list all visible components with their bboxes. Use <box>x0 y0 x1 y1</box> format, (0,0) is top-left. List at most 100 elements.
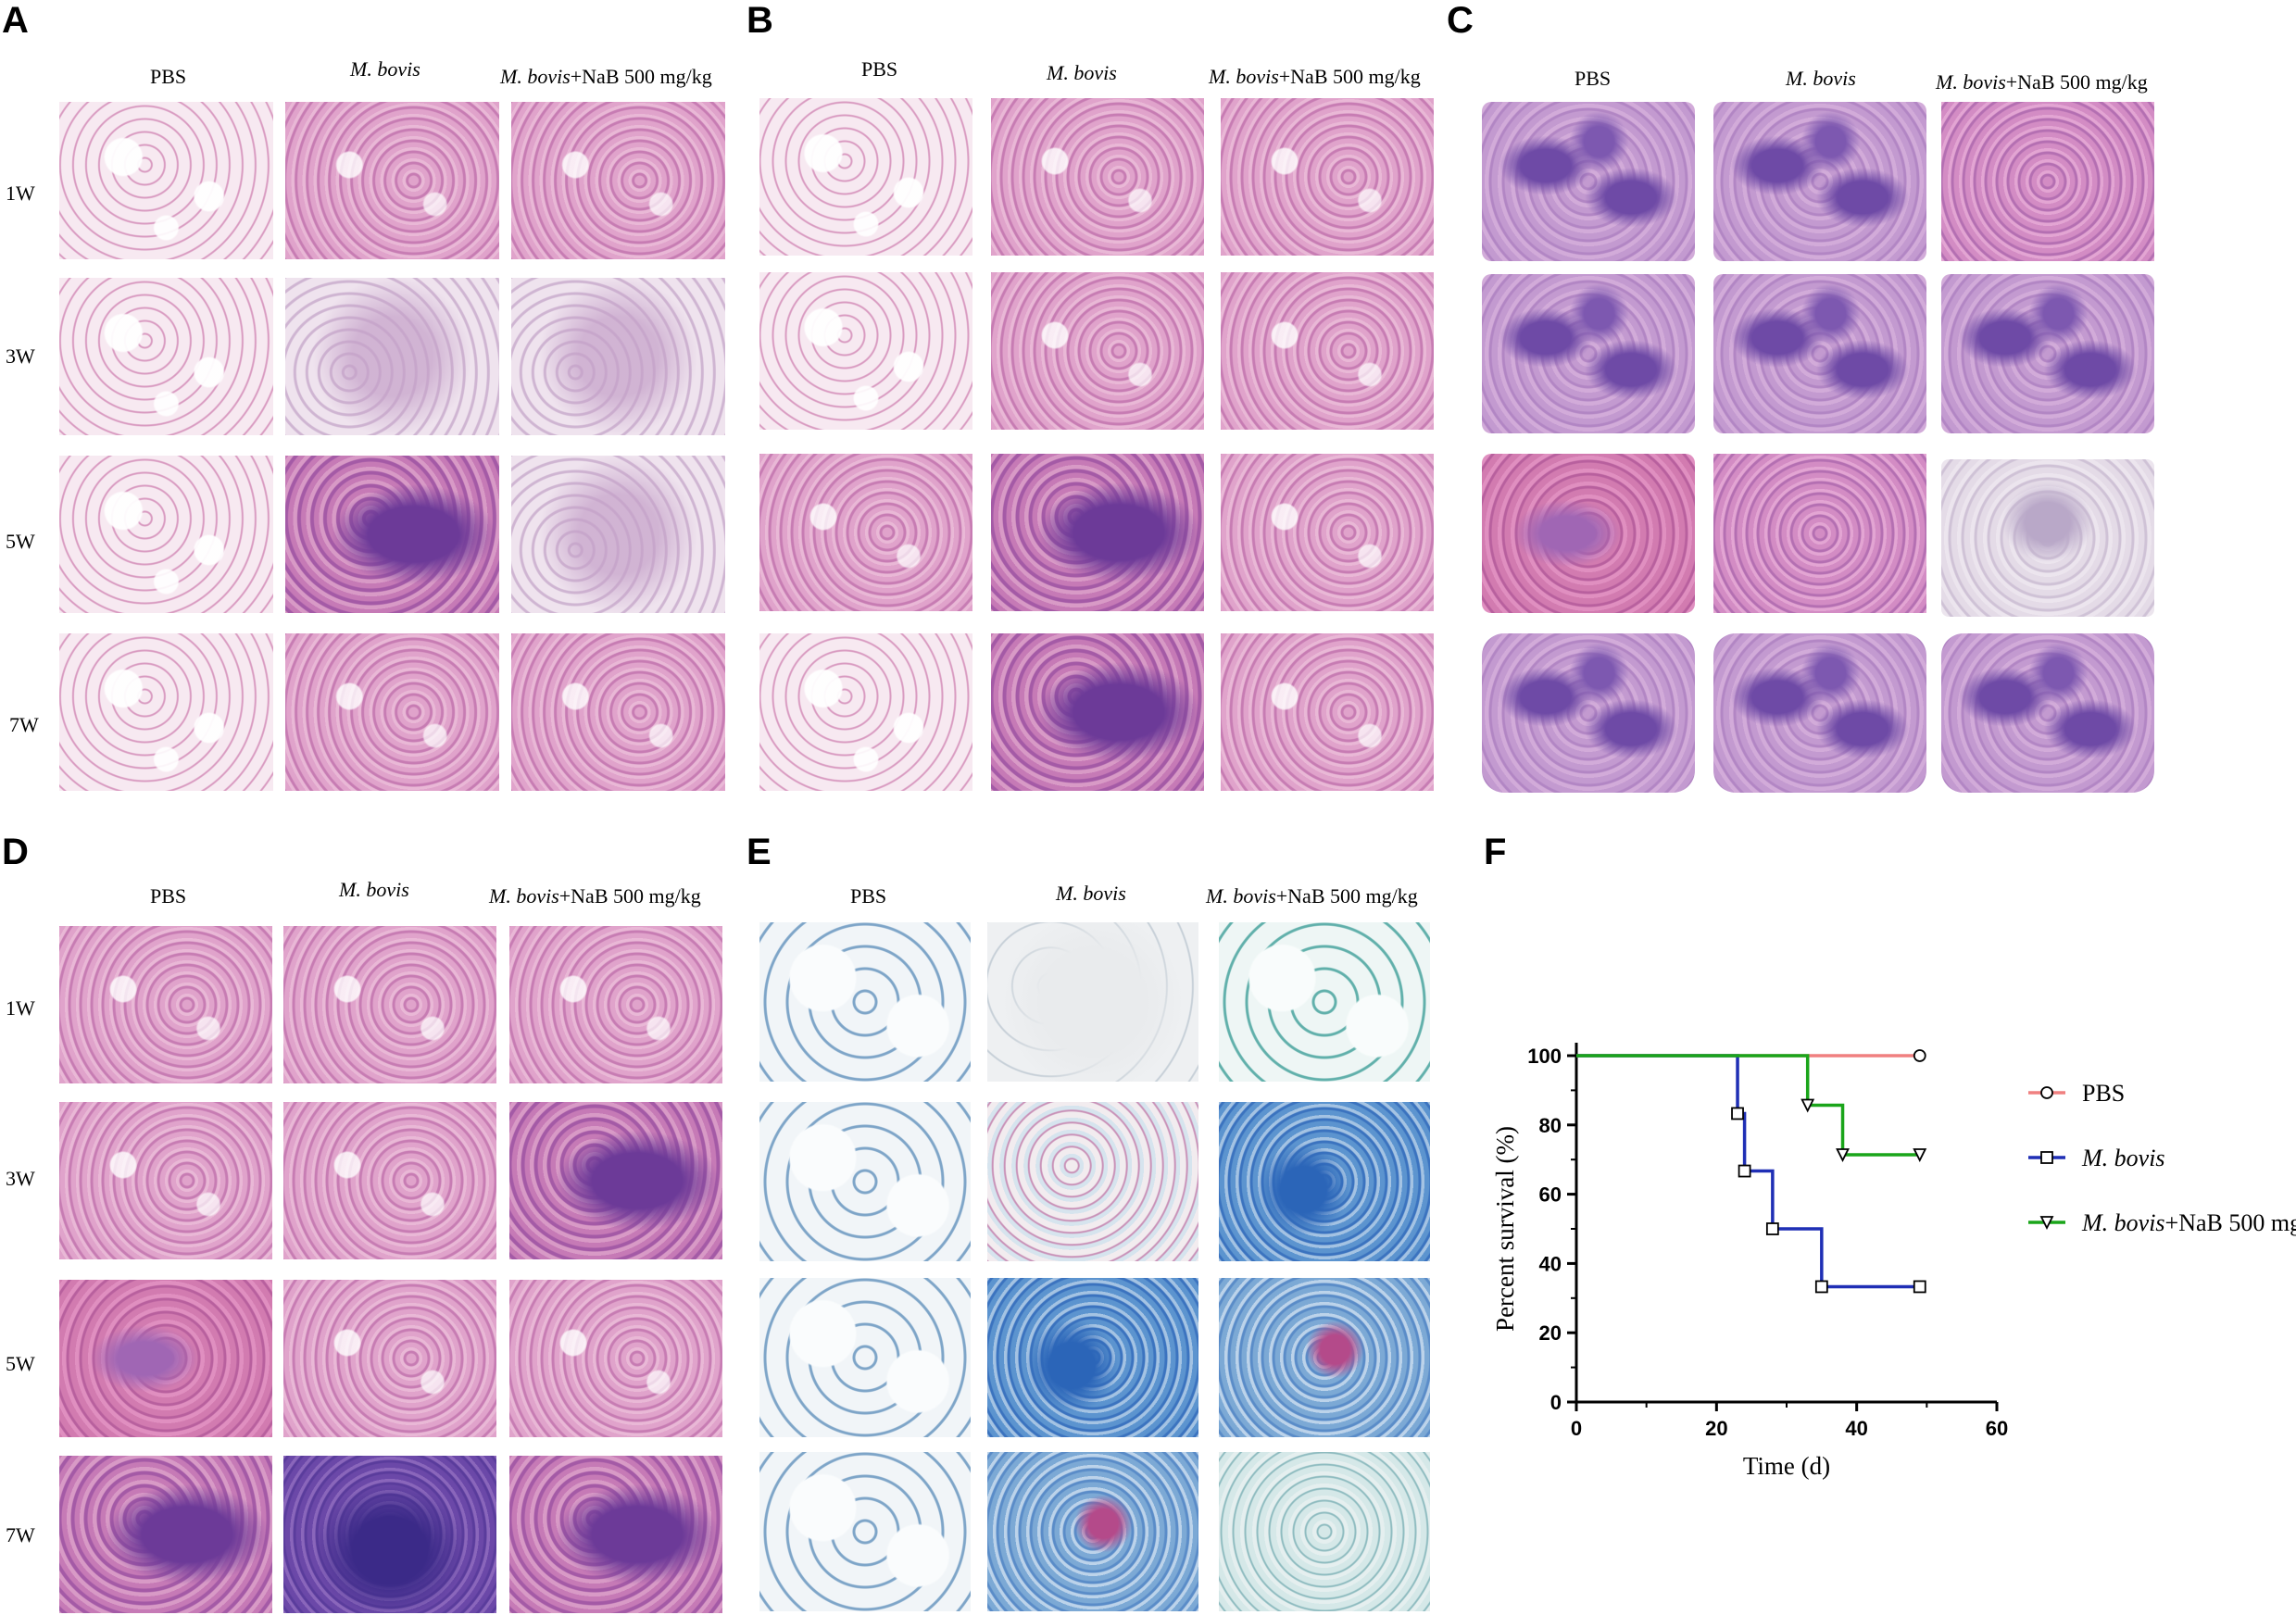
col-label-nab-rest: +NaB 500 mg/kg <box>558 884 701 908</box>
micrograph-b-pbs-7w <box>759 633 972 791</box>
censor-marker <box>1913 1049 1926 1062</box>
micrograph-b-nab-7w <box>1221 633 1434 791</box>
micrograph-d-pbs-1w <box>59 926 272 1083</box>
micrograph-c-mbovis-7w <box>1713 633 1926 793</box>
micrograph-e-mbovis-7w <box>987 1452 1198 1611</box>
col-label-nab-rest: +NaB 500 mg/kg <box>1278 65 1421 88</box>
panel-letter-e: E <box>747 832 772 872</box>
col-label-nab-italic: M. bovis <box>500 65 571 88</box>
micrograph-e-nab-3w <box>1219 1102 1430 1261</box>
col-label-pbs: PBS <box>1575 67 1612 90</box>
y-tick-label: 80 <box>1539 1114 1562 1137</box>
legend-marker-2 <box>2039 1216 2054 1231</box>
survival-chart: 0 20 40 60 80 100 0 20 40 60 PBS M. bovis M. bovis+… <box>1491 1043 2296 1480</box>
micrograph-b-mbovis-3w <box>991 272 1204 430</box>
series-line-1 <box>1576 1054 1920 1289</box>
col-label-nab: M. bovis+NaB 500 mg/kg <box>1936 70 2148 94</box>
col-label-nab-italic: M. bovis <box>1209 65 1279 88</box>
micrograph-b-mbovis-1w <box>991 98 1204 256</box>
micrograph-e-nab-7w <box>1219 1452 1430 1611</box>
row-label-1w: 1W <box>6 996 35 1020</box>
col-label-nab: M. bovis+NaB 500 mg/kg <box>489 884 701 908</box>
col-label-mbovis: M. bovis <box>1786 67 1856 90</box>
col-label-pbs: PBS <box>150 65 187 88</box>
row-label-5w: 5W <box>6 530 35 553</box>
micrograph-a-pbs-3w <box>59 278 273 435</box>
micrograph-e-mbovis-3w <box>987 1102 1198 1261</box>
micrograph-a-nab-1w <box>511 102 725 259</box>
micrograph-b-nab-1w <box>1221 98 1434 256</box>
row-label-1w: 1W <box>6 182 35 205</box>
legend-label-2: M. bovis+NaB 500 mg/kg <box>2081 1209 2296 1236</box>
micrograph-e-pbs-3w <box>759 1102 971 1261</box>
col-label-mbovis: M. bovis <box>339 878 409 901</box>
x-axis-title: Time (d) <box>1743 1452 1830 1480</box>
micrograph-b-pbs-1w <box>759 98 972 256</box>
chart-markers <box>1731 1049 1927 1294</box>
y-tick-label: 100 <box>1527 1045 1562 1068</box>
micrograph-d-nab-1w <box>509 926 722 1083</box>
micrograph-b-mbovis-5w <box>991 454 1204 611</box>
panel-letter-d: D <box>2 832 29 872</box>
col-label-nab-rest: +NaB 500 mg/kg <box>1275 884 1418 908</box>
micrograph-b-nab-3w <box>1221 272 1434 430</box>
chart-legend: PBS M. bovis M. bovis+NaB 500 mg/kg <box>2028 1080 2296 1236</box>
panel-letter-f: F <box>1484 832 1507 872</box>
micrograph-e-pbs-7w <box>759 1452 971 1611</box>
y-tick-label: 40 <box>1539 1252 1562 1275</box>
micrograph-e-nab-5w <box>1219 1278 1430 1437</box>
col-label-nab: M. bovis+NaB 500 mg/kg <box>500 65 712 89</box>
micrograph-c-nab-5w <box>1941 459 2154 617</box>
y-axis-title: Percent survival (%) <box>1491 1126 1519 1332</box>
col-label-mbovis: M. bovis <box>350 57 420 81</box>
micrograph-b-pbs-5w <box>759 454 972 611</box>
row-label-3w: 3W <box>6 344 35 368</box>
micrograph-a-mbovis-7w <box>285 633 499 791</box>
micrograph-d-pbs-3w <box>59 1102 272 1259</box>
series-line-2 <box>1576 1054 1920 1157</box>
micrograph-d-nab-5w <box>509 1280 722 1437</box>
micrograph-a-pbs-5w <box>59 456 273 613</box>
panel-letter-a: A <box>2 0 29 41</box>
y-tick-label: 0 <box>1550 1391 1562 1414</box>
micrograph-d-pbs-7w <box>59 1456 272 1613</box>
micrograph-a-nab-7w <box>511 633 725 791</box>
micrograph-e-mbovis-1w <box>987 922 1198 1082</box>
col-label-mbovis: M. bovis <box>1056 882 1126 905</box>
row-label-5w: 5W <box>6 1352 35 1375</box>
legend-label-0: PBS <box>2082 1080 2125 1107</box>
col-label-nab-rest: +NaB 500 mg/kg <box>2005 70 2148 94</box>
x-tick-label: 60 <box>1986 1417 2008 1440</box>
row-label-3w: 3W <box>6 1167 35 1190</box>
censor-marker <box>1800 1098 1815 1113</box>
panel-letter-b: B <box>747 0 773 41</box>
legend-marker-1 <box>2040 1151 2053 1164</box>
micrograph-d-mbovis-1w <box>283 926 496 1083</box>
micrograph-c-mbovis-3w <box>1713 274 1926 433</box>
micrograph-d-pbs-5w <box>59 1280 272 1437</box>
micrograph-d-mbovis-3w <box>283 1102 496 1259</box>
chart-axes: 0 20 40 60 80 100 0 20 40 60 <box>1527 1043 2008 1440</box>
x-tick-label: 20 <box>1705 1417 1727 1440</box>
micrograph-c-nab-7w <box>1941 633 2154 793</box>
col-label-mbovis: M. bovis <box>1047 61 1117 84</box>
micrograph-a-nab-3w <box>511 278 725 435</box>
micrograph-a-mbovis-3w <box>285 278 499 435</box>
censor-marker <box>1913 1148 1927 1162</box>
censor-marker <box>1731 1107 1744 1120</box>
micrograph-a-pbs-7w <box>59 633 273 791</box>
micrograph-c-mbovis-5w <box>1713 454 1926 613</box>
micrograph-d-mbovis-5w <box>283 1280 496 1437</box>
micrograph-c-nab-3w <box>1941 274 2154 433</box>
col-label-nab: M. bovis+NaB 500 mg/kg <box>1206 884 1418 908</box>
y-tick-label: 20 <box>1539 1321 1562 1345</box>
micrograph-e-pbs-1w <box>759 922 971 1082</box>
censor-marker <box>1814 1280 1828 1294</box>
col-label-pbs: PBS <box>861 57 898 81</box>
legend-marker-0 <box>2040 1086 2053 1099</box>
col-label-nab-italic: M. bovis <box>489 884 559 908</box>
micrograph-b-nab-5w <box>1221 454 1434 611</box>
y-tick-label: 60 <box>1539 1183 1562 1207</box>
row-label-7w: 7W <box>6 1523 35 1546</box>
micrograph-d-nab-7w <box>509 1456 722 1613</box>
